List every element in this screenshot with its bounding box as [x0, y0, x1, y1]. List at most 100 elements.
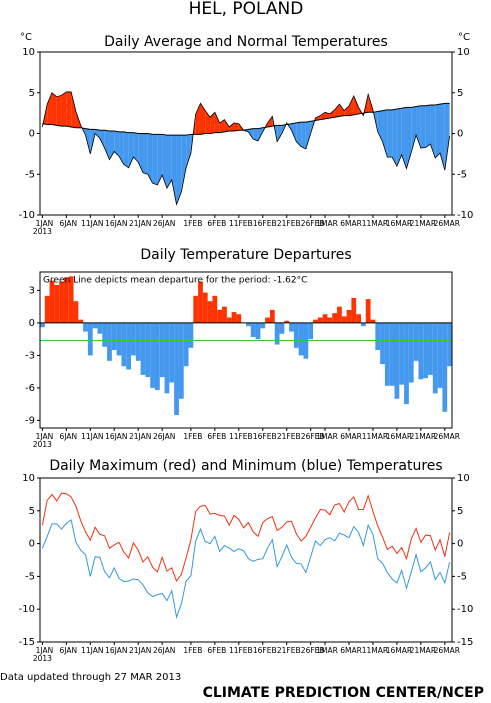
x-tick-label: 21MAR: [410, 432, 436, 441]
y-tick-label: 0: [457, 539, 463, 550]
x-tick-label: 6MAR: [340, 219, 362, 228]
departure-fill: [195, 103, 201, 135]
departure-fill: [166, 135, 172, 189]
x-tick-label: 6FEB: [207, 432, 226, 441]
x-tick-label: 16FEB: [253, 432, 277, 441]
departure-fill: [444, 103, 450, 171]
departure-fill: [296, 122, 302, 147]
departure-fill: [123, 131, 129, 168]
x-tick-label: 21MAR: [410, 219, 436, 228]
bar: [274, 322, 280, 345]
bar: [399, 322, 405, 385]
bar: [437, 322, 443, 388]
departure-fill: [344, 105, 349, 116]
series-line: [41, 519, 451, 619]
y-tick-label: -10: [457, 604, 473, 615]
y-tick-label: -15: [457, 637, 473, 648]
bar: [102, 322, 108, 347]
y-tick-label: -5: [25, 571, 35, 582]
bar: [332, 313, 338, 323]
bar: [83, 322, 88, 332]
x-tick-label: 1JAN: [36, 646, 54, 655]
departure-fill: [157, 134, 163, 185]
departure-fill: [210, 112, 215, 134]
departure-fill: [71, 91, 76, 128]
y-unit: °C: [20, 32, 32, 43]
departure-fill: [253, 128, 258, 141]
y-tick-label: 5: [457, 506, 463, 517]
bar: [111, 322, 117, 350]
bar: [423, 322, 429, 379]
bar: [59, 281, 64, 323]
x-tick-label: 6JAN: [60, 646, 78, 655]
page-title: HEL, POLAND: [189, 0, 304, 19]
departure-fill: [66, 91, 72, 127]
bar: [174, 322, 179, 415]
departure-fill: [329, 109, 335, 119]
y-tick-label: 3: [29, 285, 35, 296]
x-tick-label: 21MAR: [410, 646, 436, 655]
x-tick-label: 16JAN: [105, 219, 127, 228]
departure-fill: [61, 91, 67, 127]
bar: [442, 322, 448, 412]
x-tick-label: 16FEB: [253, 219, 277, 228]
bar: [231, 312, 237, 323]
y-tick-label: 0: [29, 318, 35, 329]
departure-fill: [147, 133, 153, 184]
bar: [337, 306, 342, 323]
bar: [370, 319, 376, 323]
bar: [255, 322, 261, 340]
x-tick-label: 1JAN: [36, 432, 54, 441]
departure-fill: [320, 112, 326, 120]
bar: [289, 322, 294, 332]
departure-fill: [47, 92, 52, 125]
bar: [154, 322, 160, 391]
x-tick-label: 6MAR: [340, 432, 362, 441]
y-tick-label: 10: [22, 473, 35, 484]
bar: [351, 298, 357, 323]
departure-fill: [301, 122, 306, 149]
departure-fill: [411, 106, 417, 153]
departure-fill: [224, 119, 230, 132]
bar: [375, 322, 381, 350]
departure-fill: [200, 103, 206, 135]
departure-fill: [114, 131, 120, 157]
bar: [260, 322, 266, 329]
y-tick-label: -9: [25, 415, 35, 426]
x-tick-label: 21JAN: [129, 646, 151, 655]
bar: [313, 319, 318, 323]
departure-fill: [349, 96, 354, 116]
bar: [432, 322, 438, 394]
bar: [217, 309, 223, 323]
departure-fill: [85, 128, 91, 154]
bar: [250, 322, 256, 337]
bar: [308, 322, 314, 340]
bar: [159, 322, 165, 378]
departure-fill: [99, 130, 105, 149]
bar: [121, 322, 127, 367]
bar: [150, 322, 155, 388]
departure-fill: [152, 134, 158, 185]
x-tick-label: 6FEB: [207, 646, 226, 655]
x-tick-label: 11FEB: [229, 646, 253, 655]
departure-fill: [392, 109, 397, 167]
x-tick-label: 16MAR: [386, 432, 412, 441]
y-tick-label: -10: [19, 604, 35, 615]
x-tick-label: 1MAR: [316, 219, 338, 228]
bar: [92, 322, 98, 329]
x-tick-label: 11JAN: [81, 646, 103, 655]
departure-fill: [339, 104, 345, 117]
panel-title: Daily Average and Normal Temperatures: [104, 34, 388, 50]
panel-title: Daily Temperature Departures: [140, 247, 351, 263]
bar: [279, 322, 285, 334]
departure-fill: [104, 130, 110, 160]
departure-fill: [205, 110, 211, 134]
departure-fill: [181, 135, 187, 193]
year-label: 2013: [33, 227, 52, 236]
departure-fill: [119, 131, 124, 165]
bar: [447, 322, 452, 367]
bar: [40, 322, 45, 328]
departure-fill: [133, 132, 139, 163]
year-label: 2013: [33, 654, 52, 663]
y-tick-label: 5: [29, 88, 35, 99]
